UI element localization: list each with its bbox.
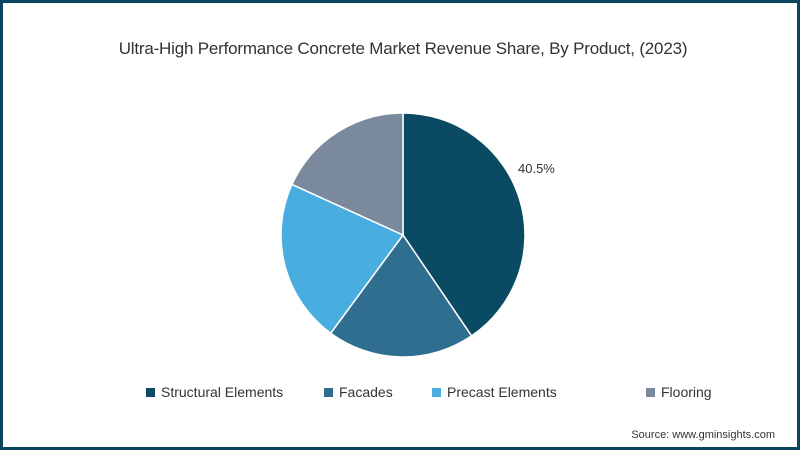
pie-slice-structural-elements	[402, 112, 526, 337]
legend-item-flooring: Flooring	[646, 384, 712, 400]
source-note: Source: www.gminsights.com	[631, 429, 775, 441]
pie-chart	[280, 112, 526, 358]
pie-slice-flooring	[290, 112, 404, 237]
slice-label-structural-elements: 40.5%	[518, 161, 555, 176]
pie-slice-facades	[329, 233, 473, 358]
legend-label: Flooring	[661, 384, 712, 400]
legend-label: Precast Elements	[447, 384, 557, 400]
legend-item-structural-elements: Structural Elements	[146, 384, 283, 400]
pie-slices	[280, 112, 526, 358]
legend-swatch-icon	[324, 387, 333, 397]
legend-label: Structural Elements	[161, 384, 284, 400]
legend-swatch-icon	[146, 387, 155, 397]
legend-item-precast-elements: Precast Elements	[432, 384, 557, 400]
legend: Structural Elements Facades Precast Elem…	[3, 384, 800, 402]
chart-title: Ultra-High Performance Concrete Market R…	[118, 39, 688, 58]
legend-swatch-icon	[432, 387, 441, 397]
legend-label: Facades	[339, 384, 393, 400]
legend-swatch-icon	[646, 387, 655, 397]
legend-item-facades: Facades	[324, 384, 393, 400]
